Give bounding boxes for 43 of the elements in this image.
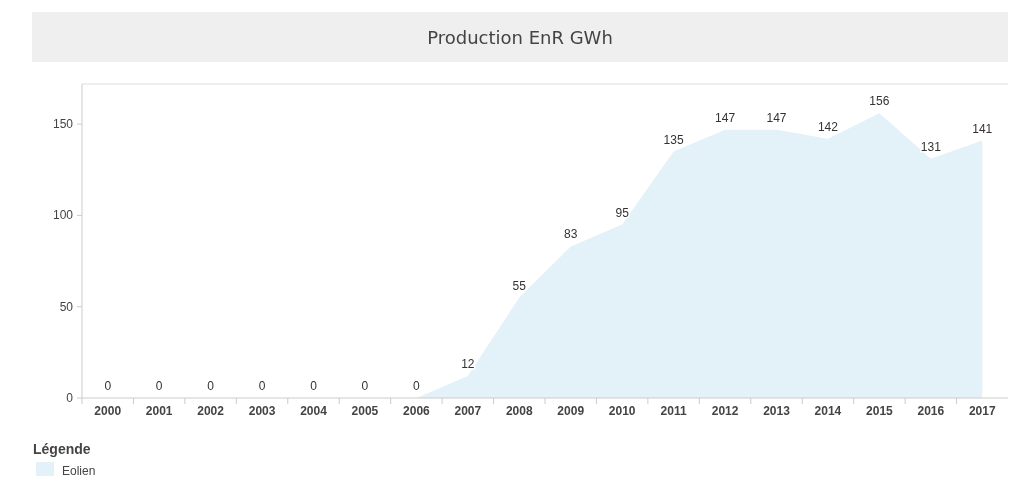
y-tick-label: 50 — [59, 299, 74, 314]
x-tick-label: 2017 — [968, 404, 996, 418]
x-tick-label: 2006 — [403, 404, 431, 418]
x-tick-label: 2002 — [197, 404, 225, 418]
x-tick-label: 2012 — [711, 404, 739, 418]
y-tick-label: 100 — [52, 208, 74, 223]
x-tick-label: 2011 — [660, 404, 687, 418]
x-tick-label: 2015 — [866, 404, 894, 418]
x-tick-label: 2005 — [351, 404, 379, 418]
data-label: 135 — [663, 132, 684, 147]
data-label: 0 — [155, 379, 163, 393]
data-label: 0 — [361, 379, 369, 393]
data-label: 147 — [766, 110, 787, 125]
data-label: 0 — [104, 379, 112, 393]
x-tick-label: 2016 — [917, 404, 945, 418]
x-tick-label: 2000 — [94, 404, 122, 418]
x-tick-label: 2003 — [248, 404, 276, 418]
x-tick-label: 2008 — [505, 404, 533, 418]
x-tick-label: 2014 — [814, 404, 842, 418]
x-tick-label: 2004 — [300, 404, 328, 418]
data-label: 147 — [715, 110, 736, 125]
x-tick-label: 2007 — [454, 404, 482, 418]
data-label: 0 — [413, 379, 421, 393]
x-tick-label: 2013 — [763, 404, 791, 418]
data-label: 156 — [869, 94, 890, 109]
legend-label: Eolien — [62, 464, 96, 478]
y-tick-label: 0 — [66, 391, 74, 405]
chart-title: Production EnR GWh — [427, 27, 613, 48]
data-label: 0 — [310, 379, 318, 393]
data-label: 0 — [207, 379, 215, 393]
data-label: 141 — [972, 121, 993, 136]
data-label: 142 — [817, 119, 839, 134]
data-label: 83 — [564, 227, 578, 242]
x-tick-label: 2010 — [608, 404, 636, 418]
data-label: 95 — [615, 205, 630, 220]
data-label: 55 — [512, 278, 527, 293]
data-label: 12 — [461, 357, 475, 372]
data-label: 131 — [920, 139, 942, 154]
data-label: 0 — [258, 379, 266, 393]
y-tick-label: 150 — [52, 117, 74, 132]
x-tick-label: 2009 — [557, 404, 585, 418]
x-tick-label: 2001 — [145, 404, 173, 418]
legend-title: Légende — [33, 441, 91, 457]
